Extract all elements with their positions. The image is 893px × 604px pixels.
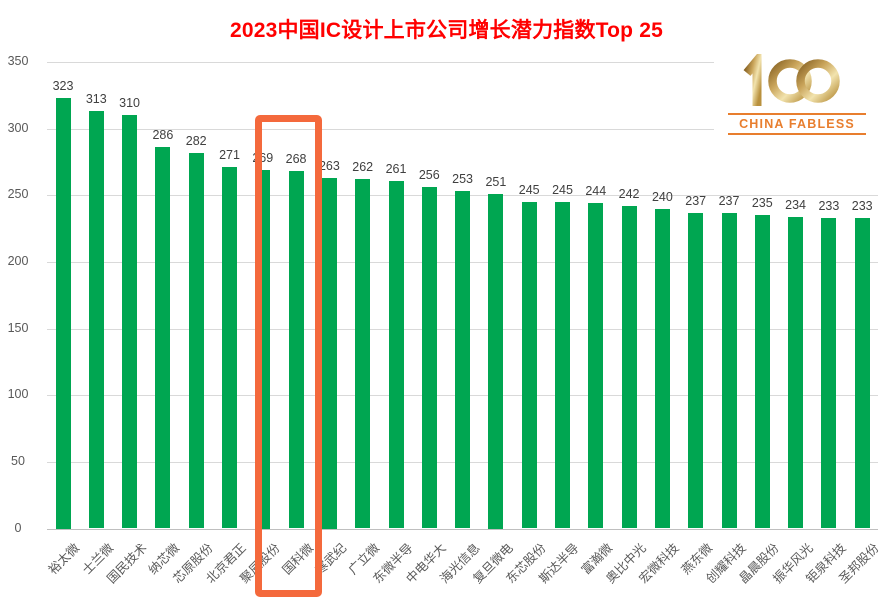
bar-复旦微电: [488, 194, 504, 529]
bar-北京君正: [222, 167, 237, 529]
bar-奥比中光: [621, 205, 637, 529]
bar-value-北京君正: 271: [219, 148, 240, 163]
bar-裕太微: [55, 98, 71, 529]
chart-title: 2023中国IC设计上市公司增长潜力指数Top 25: [229, 19, 664, 42]
bar-value-富瀚微: 244: [585, 184, 607, 199]
x-axis-label-裕太微: 裕太微: [46, 540, 83, 578]
bar-value-广立微: 262: [352, 160, 374, 175]
bar-国科微: [288, 171, 304, 529]
bar-创耀科技: [721, 212, 737, 529]
bar-value-东微半导: 261: [385, 161, 407, 176]
bar-value-燕东微: 237: [685, 193, 707, 208]
bar-value-纳芯微: 286: [152, 128, 174, 143]
bar-value-寒武纪: 263: [318, 159, 340, 173]
bar-value-斯达半导: 245: [552, 182, 573, 197]
bar-斯达半导: [555, 201, 570, 529]
bar-value-圣邦股份: 233: [851, 198, 873, 213]
y-axis-tick-150: 150: [7, 320, 29, 335]
bar-富瀚微: [588, 203, 604, 529]
logo-wordmark: CHINA FABLESS: [739, 117, 855, 131]
x-axis-line: [47, 528, 878, 530]
bar-value-钜泉科技: 233: [818, 198, 840, 213]
gridline-300: [47, 128, 878, 130]
china-fabless-logo: CHINA FABLESS: [714, 52, 880, 138]
bar-东微半导: [388, 180, 404, 529]
y-axis-tick-50: 50: [11, 453, 25, 468]
bar-value-中电华大: 256: [418, 168, 440, 183]
logo-100-icon: [743, 54, 840, 106]
bar-宏微科技: [654, 208, 670, 529]
bar-value-芯原股份: 282: [185, 133, 207, 148]
y-axis-tick-100: 100: [7, 387, 29, 402]
bar-士兰微: [88, 111, 104, 529]
bar-晶晨股份: [754, 215, 770, 529]
bar-value-复旦微电: 251: [485, 175, 507, 189]
bar-纳芯微: [155, 147, 171, 529]
bar-value-裕太微: 323: [52, 79, 74, 93]
bar-value-创耀科技: 237: [718, 193, 740, 208]
bar-value-海光信息: 253: [452, 172, 474, 187]
bar-value-国科微: 268: [285, 152, 307, 167]
y-axis-tick-0: 0: [14, 520, 22, 535]
bar-国民技术: [122, 115, 138, 529]
bar-海光信息: [455, 191, 471, 529]
bar-广立微: [355, 179, 371, 529]
bar-芯原股份: [188, 152, 204, 529]
bar-value-奥比中光: 242: [618, 186, 640, 201]
bar-value-振华风光: 234: [785, 197, 807, 212]
bar-寒武纪: [321, 178, 337, 529]
y-axis-tick-300: 300: [7, 120, 29, 135]
y-axis-tick-200: 200: [7, 253, 29, 268]
bar-振华风光: [788, 216, 804, 529]
y-axis-tick-250: 250: [7, 187, 29, 202]
bar-圣邦股份: [854, 217, 870, 529]
highlight-box: [255, 115, 323, 597]
bar-value-晶晨股份: 235: [751, 196, 773, 211]
bar-东芯股份: [521, 201, 537, 529]
bar-value-士兰微: 313: [85, 92, 107, 107]
y-axis-tick-350: 350: [7, 54, 29, 68]
bar-中电华大: [421, 187, 437, 529]
gridline-350: [47, 62, 878, 63]
bar-value-东芯股份: 245: [518, 182, 540, 197]
bar-value-宏微科技: 240: [651, 189, 673, 204]
logo-divider-top: [728, 113, 866, 115]
logo-divider-bottom: [728, 133, 866, 135]
bar-value-国民技术: 310: [119, 96, 141, 111]
bar-钜泉科技: [821, 217, 837, 529]
bar-燕东微: [688, 212, 704, 529]
